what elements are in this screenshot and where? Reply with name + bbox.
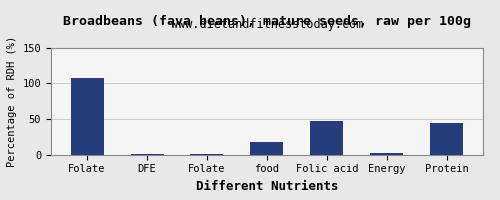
Text: Broadbeans (fava beans), mature seeds, raw per 100g: Broadbeans (fava beans), mature seeds, r… [63, 15, 471, 28]
Bar [250, 142, 284, 155]
Y-axis label: Percentage of RDH (%): Percentage of RDH (%) [7, 36, 17, 167]
Bar [70, 78, 104, 155]
Bar [370, 153, 403, 155]
Title: www.dietandfitnesstoday.com: www.dietandfitnesstoday.com [170, 18, 363, 31]
X-axis label: Different Nutrients: Different Nutrients [196, 180, 338, 193]
Bar [190, 154, 224, 155]
Bar [310, 121, 344, 155]
Bar [430, 123, 463, 155]
Bar [130, 154, 164, 155]
